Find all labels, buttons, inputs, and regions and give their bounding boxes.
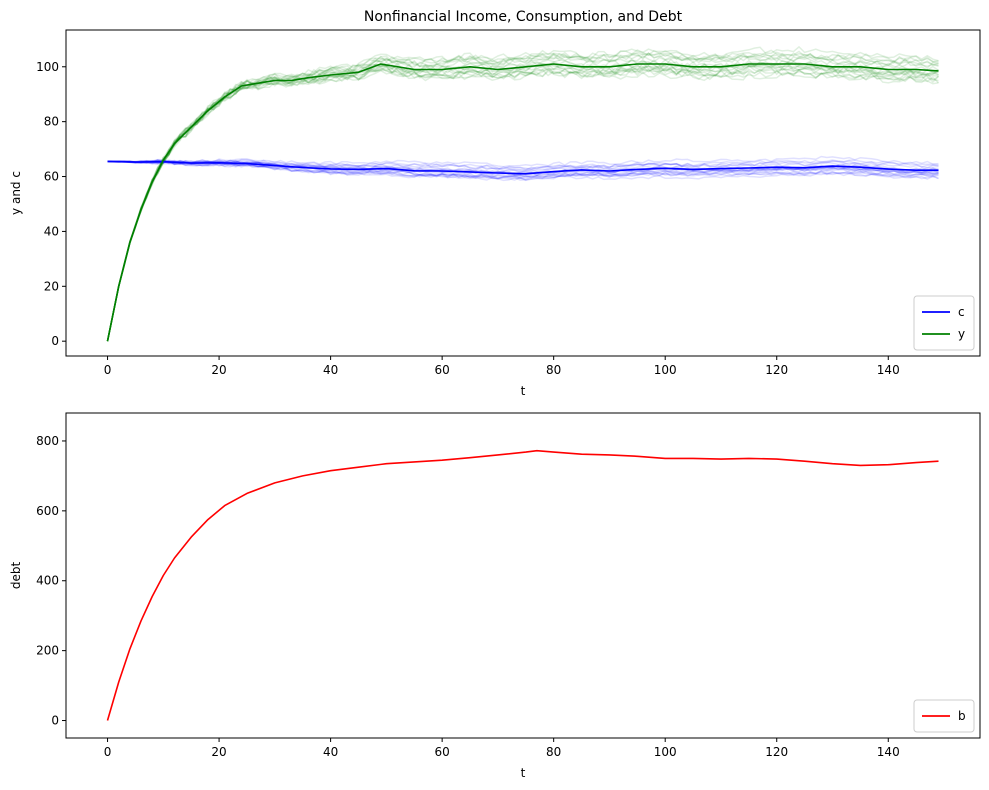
x-tick-label: 20 [211,363,226,377]
ensemble-path-y [106,68,939,342]
ensemble-path-y [106,63,939,342]
y-tick-label: 20 [44,279,59,293]
ensemble-path-y [106,45,939,342]
ensemble-path-c [107,158,939,171]
ensemble-path-y [106,51,939,342]
legend-box [913,295,975,351]
chart-title: Nonfinancial Income, Consumption, and De… [364,9,683,25]
x-tick-label: 100 [654,363,677,377]
ensemble-path-c [107,160,939,182]
ensemble-path-y [106,51,939,342]
x-tick-label: 60 [434,745,449,759]
y-tick-label: 100 [36,60,59,74]
legend: b [913,699,975,733]
legend: cy [913,295,975,351]
ensemble-path-y [106,65,939,342]
x-tick-label: 80 [546,363,561,377]
ensemble-path-c [107,160,939,180]
series-line-b [106,449,939,721]
x-tick-label: 40 [323,745,338,759]
ensemble-path-y [106,57,939,342]
x-tick-label: 80 [546,745,561,759]
x-axis-label: t [521,766,526,780]
x-tick-label: 100 [654,745,677,759]
plot-area [106,45,940,342]
legend-label-b: b [958,709,966,723]
x-tick-label: 60 [434,363,449,377]
x-tick-label: 120 [765,745,788,759]
ensemble-path-y [106,59,939,342]
ensemble-path-y [106,64,939,342]
axes-frame [65,412,981,739]
y-tick-label: 200 [36,644,59,658]
ensemble-path-c [107,155,939,168]
y-tick-label: 40 [44,224,59,238]
legend-label-y: y [958,327,965,341]
axes-frame [65,29,981,357]
ensemble-path-c [107,159,939,170]
y-tick-label: 0 [51,334,59,348]
y-axis-label: y and c [9,171,23,215]
x-tick-label: 40 [323,363,338,377]
series-line-y [106,63,939,342]
y-tick-label: 60 [44,170,59,184]
y-axis-label: debt [9,562,23,590]
ensemble-path-c [107,159,939,175]
top-panel-income-consumption: 0 20 40 60 80 100 120 140 0 20 40 60 80 100 t y and c No… [9,9,981,398]
y-tick-label: 600 [36,504,59,518]
ensemble-path-c [107,158,939,171]
ensemble-path-y [106,53,939,342]
x-tick-label: 0 [104,745,112,759]
ensemble-path-y [106,61,939,342]
ensemble-path-y [106,67,940,342]
x-axis-label: t [521,384,526,398]
legend-label-c: c [958,305,965,319]
y-tick-label: 800 [36,434,59,448]
plot-area [106,449,939,721]
series-line-c [107,160,939,175]
ensemble-path-y [106,69,939,342]
y-tick-label: 400 [36,574,59,588]
ensemble-path-y [106,61,939,342]
x-tick-label: 120 [765,363,788,377]
ensemble-path-y [106,58,939,342]
x-tick-label: 20 [211,745,226,759]
y-tick-label: 80 [44,115,59,129]
ensemble-path-y [106,63,939,342]
ensemble-path-c [107,160,939,180]
y-tick-label: 0 [51,714,59,728]
x-tick-label: 140 [877,363,900,377]
ensemble-path-c [107,160,939,181]
ensemble-path-c [107,160,939,182]
ensemble-path-y [106,65,940,342]
x-tick-label: 140 [877,745,900,759]
ensemble-path-y [106,52,939,342]
x-tick-label: 0 [104,363,112,377]
ensemble-path-c [107,159,939,176]
bottom-panel-debt: 0 20 40 60 80 100 120 140 0 200 400 600 800 t debt b [9,412,981,780]
